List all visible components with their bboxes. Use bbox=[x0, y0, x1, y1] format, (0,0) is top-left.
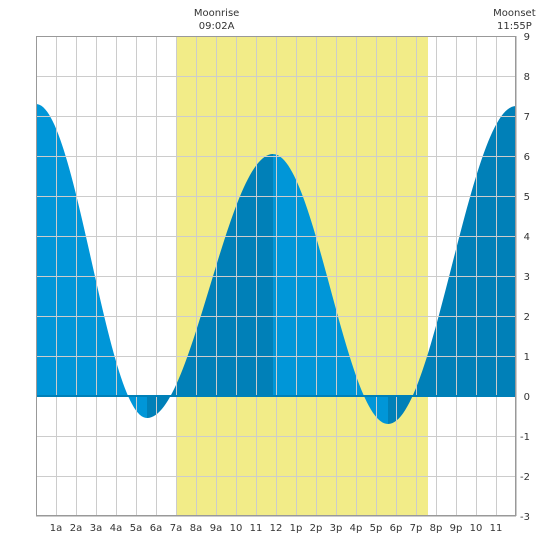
x-tick-label: 5a bbox=[130, 523, 143, 534]
tide-segment-rising bbox=[147, 154, 273, 418]
moon-event-time: 11:55P bbox=[497, 21, 532, 32]
grid-layer bbox=[36, 36, 517, 517]
y-tick-label: 2 bbox=[524, 312, 530, 323]
x-tick-label: 6a bbox=[150, 523, 163, 534]
y-tick-label: 1 bbox=[524, 352, 530, 363]
y-tick-label: -2 bbox=[520, 472, 530, 483]
x-tick-label: 12 bbox=[270, 523, 283, 534]
x-tick-label: 8a bbox=[190, 523, 203, 534]
y-tick-label: -3 bbox=[520, 512, 530, 523]
x-tick-label: 2p bbox=[310, 523, 323, 534]
label-layer: 1a 2a 3a 4a 5a 6a 7a 8a 9a 10 11 12 1p 2p 3p 4p 5p 6p 7p 8p… bbox=[50, 8, 536, 534]
moon-event-label: Moonrise bbox=[194, 8, 239, 19]
x-tick-label: 4p bbox=[350, 523, 363, 534]
x-tick-label: 11 bbox=[490, 523, 503, 534]
y-tick-label: 3 bbox=[524, 272, 530, 283]
y-tick-label: 5 bbox=[524, 192, 530, 203]
tide-segment-rising bbox=[388, 106, 516, 424]
x-tick-label: 9p bbox=[450, 523, 463, 534]
y-tick-label: 7 bbox=[524, 112, 530, 123]
x-tick-label: 3p bbox=[330, 523, 343, 534]
y-tick-label: 8 bbox=[524, 72, 530, 83]
x-tick-label: 3a bbox=[90, 523, 103, 534]
x-tick-label: 8p bbox=[430, 523, 443, 534]
y-tick-label: 4 bbox=[524, 232, 530, 243]
tide-segment-falling bbox=[36, 104, 147, 418]
x-tick-label: 7p bbox=[410, 523, 423, 534]
x-tick-label: 5p bbox=[370, 523, 383, 534]
x-tick-label: 4a bbox=[110, 523, 123, 534]
y-tick-label: 0 bbox=[524, 392, 530, 403]
x-tick-label: 6p bbox=[390, 523, 403, 534]
x-tick-label: 7a bbox=[170, 523, 183, 534]
x-tick-label: 2a bbox=[70, 523, 83, 534]
x-tick-label: 1p bbox=[290, 523, 303, 534]
x-tick-label: 10 bbox=[470, 523, 483, 534]
y-tick-label: 9 bbox=[524, 32, 530, 43]
x-tick-label: 10 bbox=[230, 523, 243, 534]
x-tick-label: 1a bbox=[50, 523, 63, 534]
moon-event-label: Moonset bbox=[493, 8, 536, 19]
plot-frame bbox=[36, 36, 516, 516]
y-tick-label: -1 bbox=[520, 432, 530, 443]
x-tick-label: 11 bbox=[250, 523, 263, 534]
moon-event-time: 09:02A bbox=[199, 21, 235, 32]
x-tick-label: 9a bbox=[210, 523, 223, 534]
y-tick-label: 6 bbox=[524, 152, 530, 163]
